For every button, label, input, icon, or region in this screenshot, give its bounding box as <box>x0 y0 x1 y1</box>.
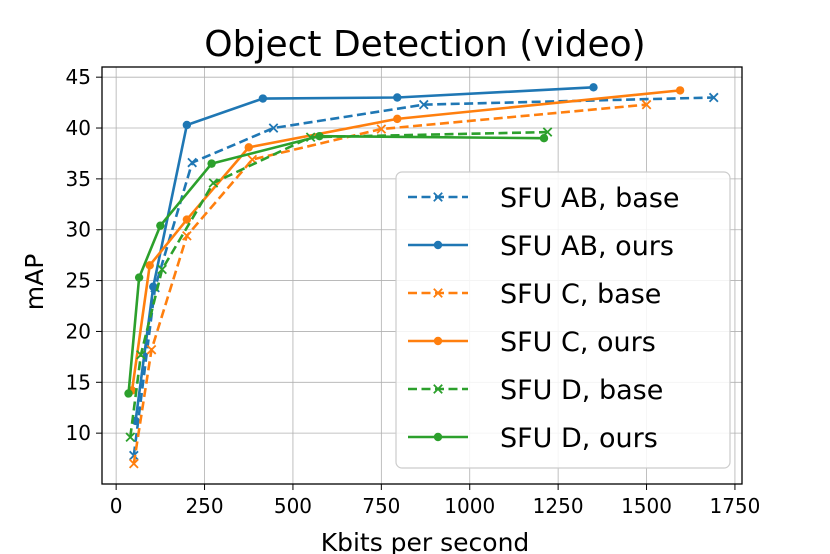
series-line <box>132 103 647 464</box>
data-point <box>124 389 133 398</box>
data-point <box>207 159 216 168</box>
data-point <box>157 264 167 275</box>
data-point <box>315 131 324 141</box>
data-point <box>376 124 387 134</box>
series-5 <box>124 131 549 398</box>
x-tick-label: 1250 <box>533 494 584 518</box>
data-point <box>258 94 268 103</box>
plot-frame <box>101 66 743 485</box>
legend-label: SFU C, ours <box>500 327 656 358</box>
data-point <box>134 273 144 282</box>
data-point <box>393 93 402 102</box>
legend-item: SFU AB, ours <box>408 231 674 262</box>
series-line <box>127 134 545 394</box>
x-tick-label: 1000 <box>444 494 495 518</box>
legend-swatch-marker <box>433 432 443 442</box>
data-point <box>149 282 158 291</box>
legend-label: SFU AB, base <box>500 183 680 214</box>
legend-label: SFU D, ours <box>500 423 658 454</box>
x-tick-label: 250 <box>185 494 223 518</box>
data-point <box>182 230 192 241</box>
y-tick-label: 35 <box>66 167 91 191</box>
legend-swatch-marker <box>433 192 443 202</box>
data-point <box>244 143 253 152</box>
y-tick-label: 20 <box>66 319 91 343</box>
data-point <box>187 157 198 168</box>
data-point <box>675 86 685 95</box>
data-point <box>708 92 719 103</box>
y-tick-label: 25 <box>66 269 91 293</box>
data-point <box>393 114 402 124</box>
data-point <box>208 178 219 188</box>
data-point <box>136 349 146 360</box>
legend-label: SFU C, base <box>500 279 661 310</box>
legend-item: SFU D, base <box>408 375 663 406</box>
x-tick-label: 1500 <box>621 494 672 518</box>
x-tick-label: 1750 <box>709 494 760 518</box>
legend-label: SFU AB, ours <box>500 231 674 262</box>
legend-swatch-marker <box>433 384 443 394</box>
y-axis-label: mAP <box>20 254 49 311</box>
legend-item: SFU AB, base <box>408 183 680 214</box>
series-line <box>130 89 681 391</box>
x-tick-label: 500 <box>274 494 312 518</box>
data-point <box>128 458 139 469</box>
x-axis-label: Kbits per second <box>321 528 530 554</box>
legend-label: SFU D, base <box>500 375 663 406</box>
data-point <box>146 344 157 355</box>
legend-swatch-marker <box>433 288 443 298</box>
series-line <box>134 86 594 422</box>
data-point <box>539 133 549 143</box>
legend-item: SFU C, base <box>408 279 661 310</box>
data-point <box>268 123 279 133</box>
legend: SFU AB, base SFU AB, ours SFU C, base SFU C… <box>395 171 731 469</box>
y-tick-label: 10 <box>66 421 91 445</box>
data-point <box>589 83 598 92</box>
chart-title: Object Detection (video) <box>204 24 645 65</box>
data-point <box>156 221 165 230</box>
legend-item: SFU C, ours <box>408 327 656 358</box>
data-point <box>145 261 154 270</box>
legend-item: SFU D, ours <box>408 423 658 454</box>
series-3 <box>127 86 685 395</box>
legend-swatch-marker <box>433 240 443 250</box>
y-tick-label: 15 <box>66 370 91 394</box>
y-tick-label: 30 <box>66 218 91 242</box>
data-point <box>641 99 652 110</box>
y-tick-label: 45 <box>66 65 91 89</box>
legend-swatch-marker <box>433 336 443 346</box>
x-tick-label: 0 <box>110 494 123 518</box>
data-point <box>418 99 429 110</box>
ticks: 0 250 500 750 1000 1250 1500 1750 10 15 20 25 30 35 40… <box>66 65 761 518</box>
data-point <box>182 120 192 130</box>
x-tick-label: 750 <box>362 494 400 518</box>
y-tick-label: 40 <box>66 116 91 140</box>
series-2 <box>128 99 652 469</box>
data-point <box>182 215 192 224</box>
data-point <box>125 432 136 443</box>
legend-box <box>395 171 731 469</box>
series-layer <box>124 83 719 469</box>
